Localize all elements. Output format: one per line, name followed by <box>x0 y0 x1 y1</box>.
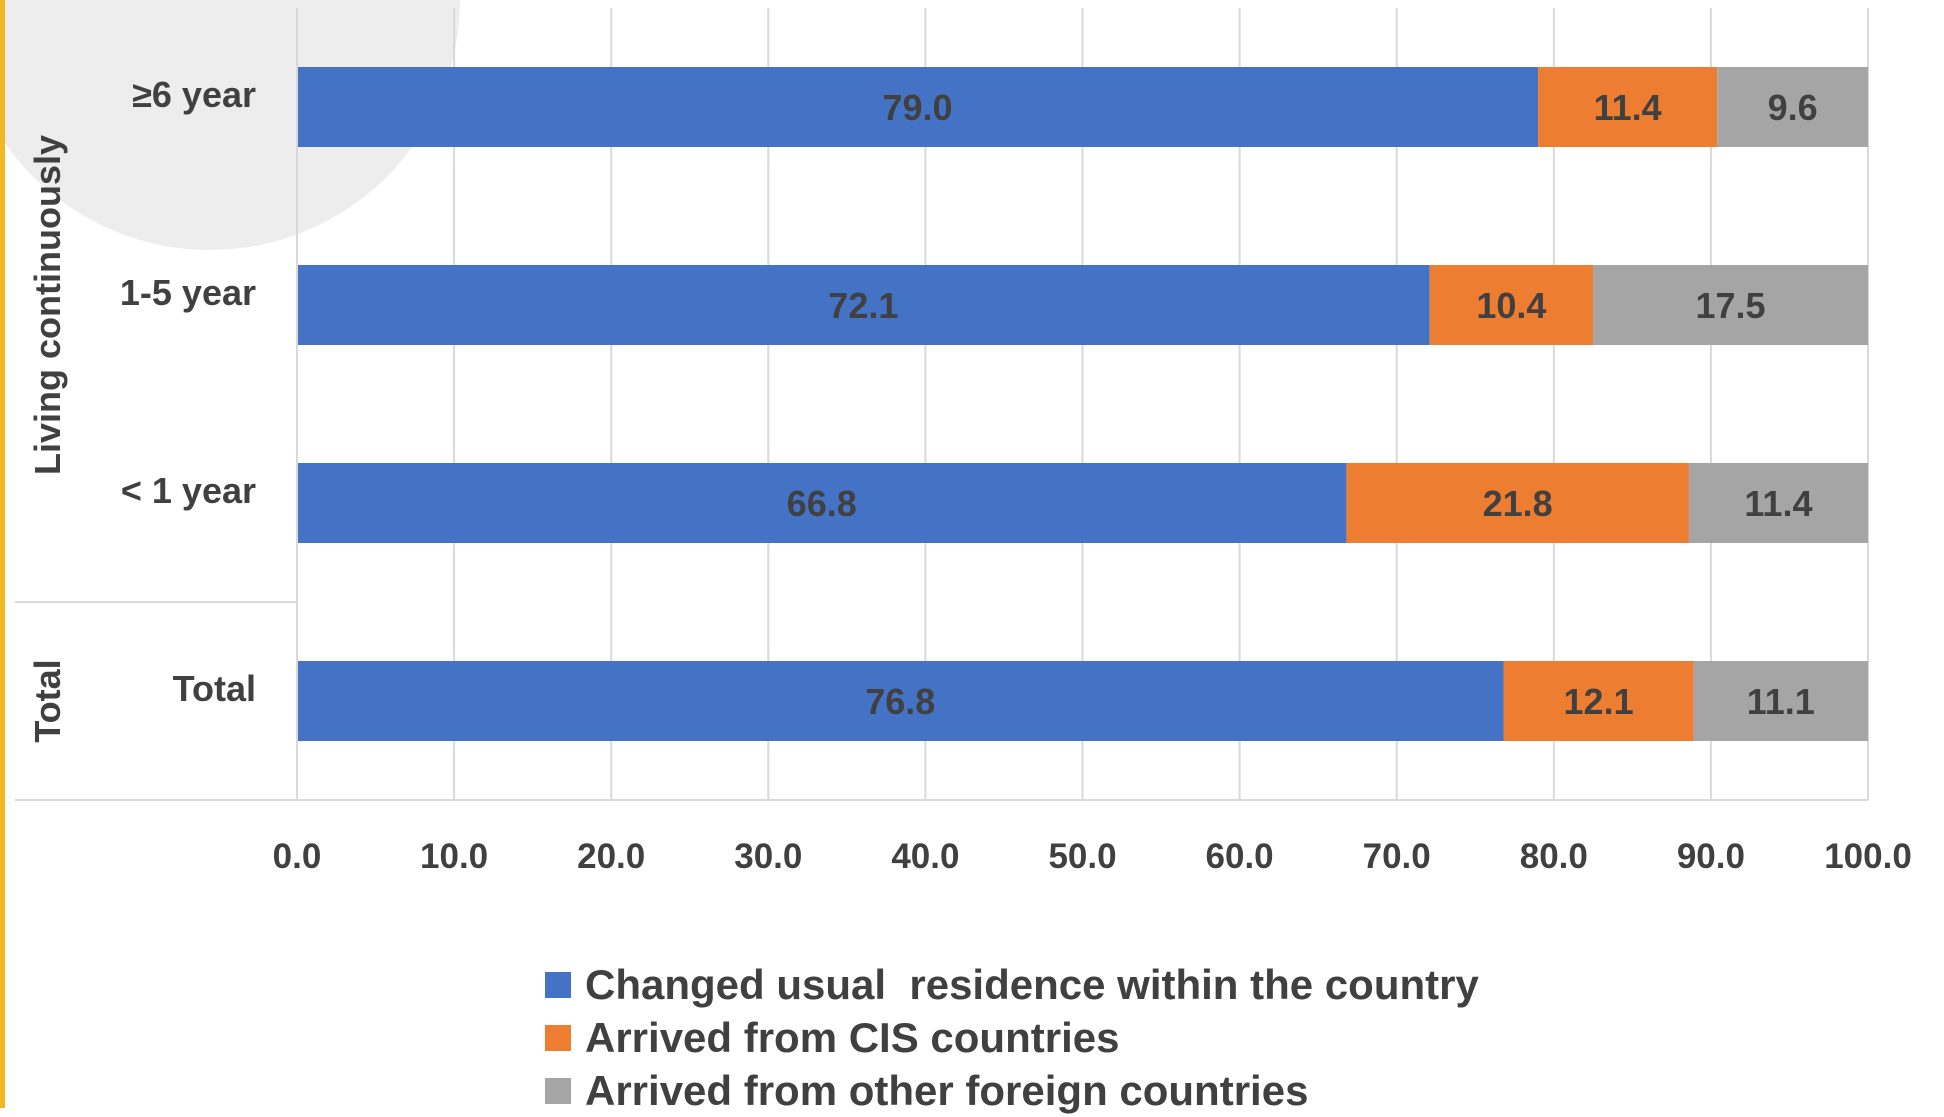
category-label: ≥6 year <box>132 74 256 115</box>
left-accent-bar <box>0 0 5 1108</box>
data-label: 11.4 <box>1594 87 1662 128</box>
bar-segment <box>297 67 1539 147</box>
legend-label: Changed usual residence within the count… <box>585 960 1479 1008</box>
legend-item: Changed usual residence within the count… <box>545 958 1479 1011</box>
legend-label: Arrived from other foreign countries <box>585 1066 1309 1114</box>
bar-segment <box>1503 661 1694 741</box>
legend-swatch <box>545 1077 571 1104</box>
bar-segment <box>1688 463 1868 543</box>
bar-segment <box>297 265 1430 345</box>
x-tick-label: 70.0 <box>1363 837 1431 876</box>
data-label: 21.8 <box>1483 483 1553 524</box>
x-tick-label: 20.0 <box>577 837 645 876</box>
bars: 76.8 12.1 11.1 66.8 21.8 11.4 72.1 10.4 17.5 79.0… <box>297 67 1868 741</box>
category-label: < 1 year <box>121 470 256 511</box>
x-tick-label: 40.0 <box>891 837 959 876</box>
data-label: 11.4 <box>1744 483 1812 524</box>
x-tick-label: 0.0 <box>273 837 322 876</box>
x-tick-label: 30.0 <box>734 837 802 876</box>
data-label: 12.1 <box>1564 681 1634 722</box>
data-label: 66.8 <box>787 483 857 524</box>
legend-swatch <box>545 1024 571 1051</box>
bar-segment <box>1693 661 1868 741</box>
data-label: 17.5 <box>1695 285 1765 326</box>
legend-item: Arrived from other foreign countries <box>545 1064 1479 1117</box>
x-tick-label: 10.0 <box>420 837 488 876</box>
data-label: 76.8 <box>865 681 935 722</box>
group-label: Living continuously <box>27 135 68 475</box>
legend-label: Arrived from CIS countries <box>585 1013 1120 1061</box>
bar-segment <box>1538 67 1718 147</box>
legend-swatch <box>545 971 571 998</box>
x-tick-label: 100.0 <box>1824 837 1912 876</box>
category-label: 1-5 year <box>120 272 256 313</box>
data-label: 11.1 <box>1747 681 1815 722</box>
data-label: 72.1 <box>828 285 898 326</box>
data-label: 9.6 <box>1768 87 1818 128</box>
axes: 0.0 10.0 20.0 30.0 40.0 50.0 60.0 70.0 80.0 90.0 1… <box>15 8 1912 876</box>
bar-segment <box>297 661 1504 741</box>
category-label: Total <box>173 668 256 709</box>
legend: Changed usual residence within the count… <box>545 958 1479 1117</box>
legend-item: Arrived from CIS countries <box>545 1011 1479 1064</box>
bar-segment <box>1429 265 1594 345</box>
bar-segment <box>1593 265 1868 345</box>
background-decor-circle <box>0 0 460 250</box>
bar-segment <box>297 463 1347 543</box>
bar-segment <box>1346 463 1689 543</box>
x-tick-label: 90.0 <box>1677 837 1745 876</box>
x-tick-label: 60.0 <box>1206 837 1274 876</box>
group-label: Total <box>27 659 68 742</box>
x-tick-label: 50.0 <box>1048 837 1116 876</box>
data-label: 79.0 <box>883 87 953 128</box>
data-label: 10.4 <box>1476 285 1546 326</box>
x-tick-label: 80.0 <box>1520 837 1588 876</box>
bar-segment <box>1717 67 1868 147</box>
